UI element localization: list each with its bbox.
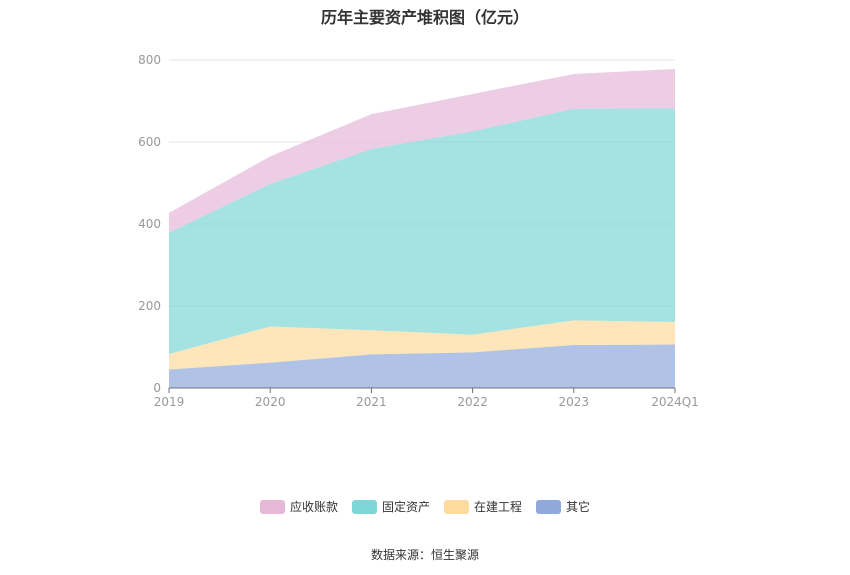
y-tick-label: 0 <box>153 381 161 395</box>
area-series <box>169 69 675 233</box>
legend-item[interactable]: 其它 <box>536 498 590 515</box>
y-tick-label: 400 <box>138 217 161 231</box>
y-tick-label: 800 <box>138 53 161 67</box>
legend-label: 应收账款 <box>289 500 338 514</box>
x-tick-label: 2024Q1 <box>651 395 699 409</box>
y-tick-label: 600 <box>138 135 161 149</box>
data-source-note: 数据来源：恒生聚源 <box>370 548 479 562</box>
y-tick-label: 200 <box>138 299 161 313</box>
x-tick-label: 2019 <box>154 395 185 409</box>
legend-swatch <box>351 499 377 514</box>
x-tick-label: 2023 <box>559 395 590 409</box>
area-series <box>169 108 675 354</box>
x-tick-label: 2022 <box>457 395 488 409</box>
x-tick-label: 2020 <box>255 395 286 409</box>
legend-label: 固定资产 <box>381 500 430 514</box>
legend-label: 其它 <box>566 500 591 514</box>
area-series <box>169 344 675 388</box>
legend-item[interactable]: 应收账款 <box>259 498 338 515</box>
legend-item[interactable]: 在建工程 <box>444 498 522 515</box>
legend-item[interactable]: 固定资产 <box>351 498 430 515</box>
chart-legend: 应收账款 固定资产 在建工程 其它 <box>0 498 850 515</box>
legend-label: 在建工程 <box>474 500 523 514</box>
x-tick-label: 2021 <box>356 395 387 409</box>
legend-swatch <box>259 499 285 514</box>
legend-swatch <box>444 499 469 514</box>
chart-title: 历年主要资产堆积图（亿元） <box>320 8 529 27</box>
area-series <box>169 320 675 370</box>
legend-swatch <box>536 499 562 514</box>
